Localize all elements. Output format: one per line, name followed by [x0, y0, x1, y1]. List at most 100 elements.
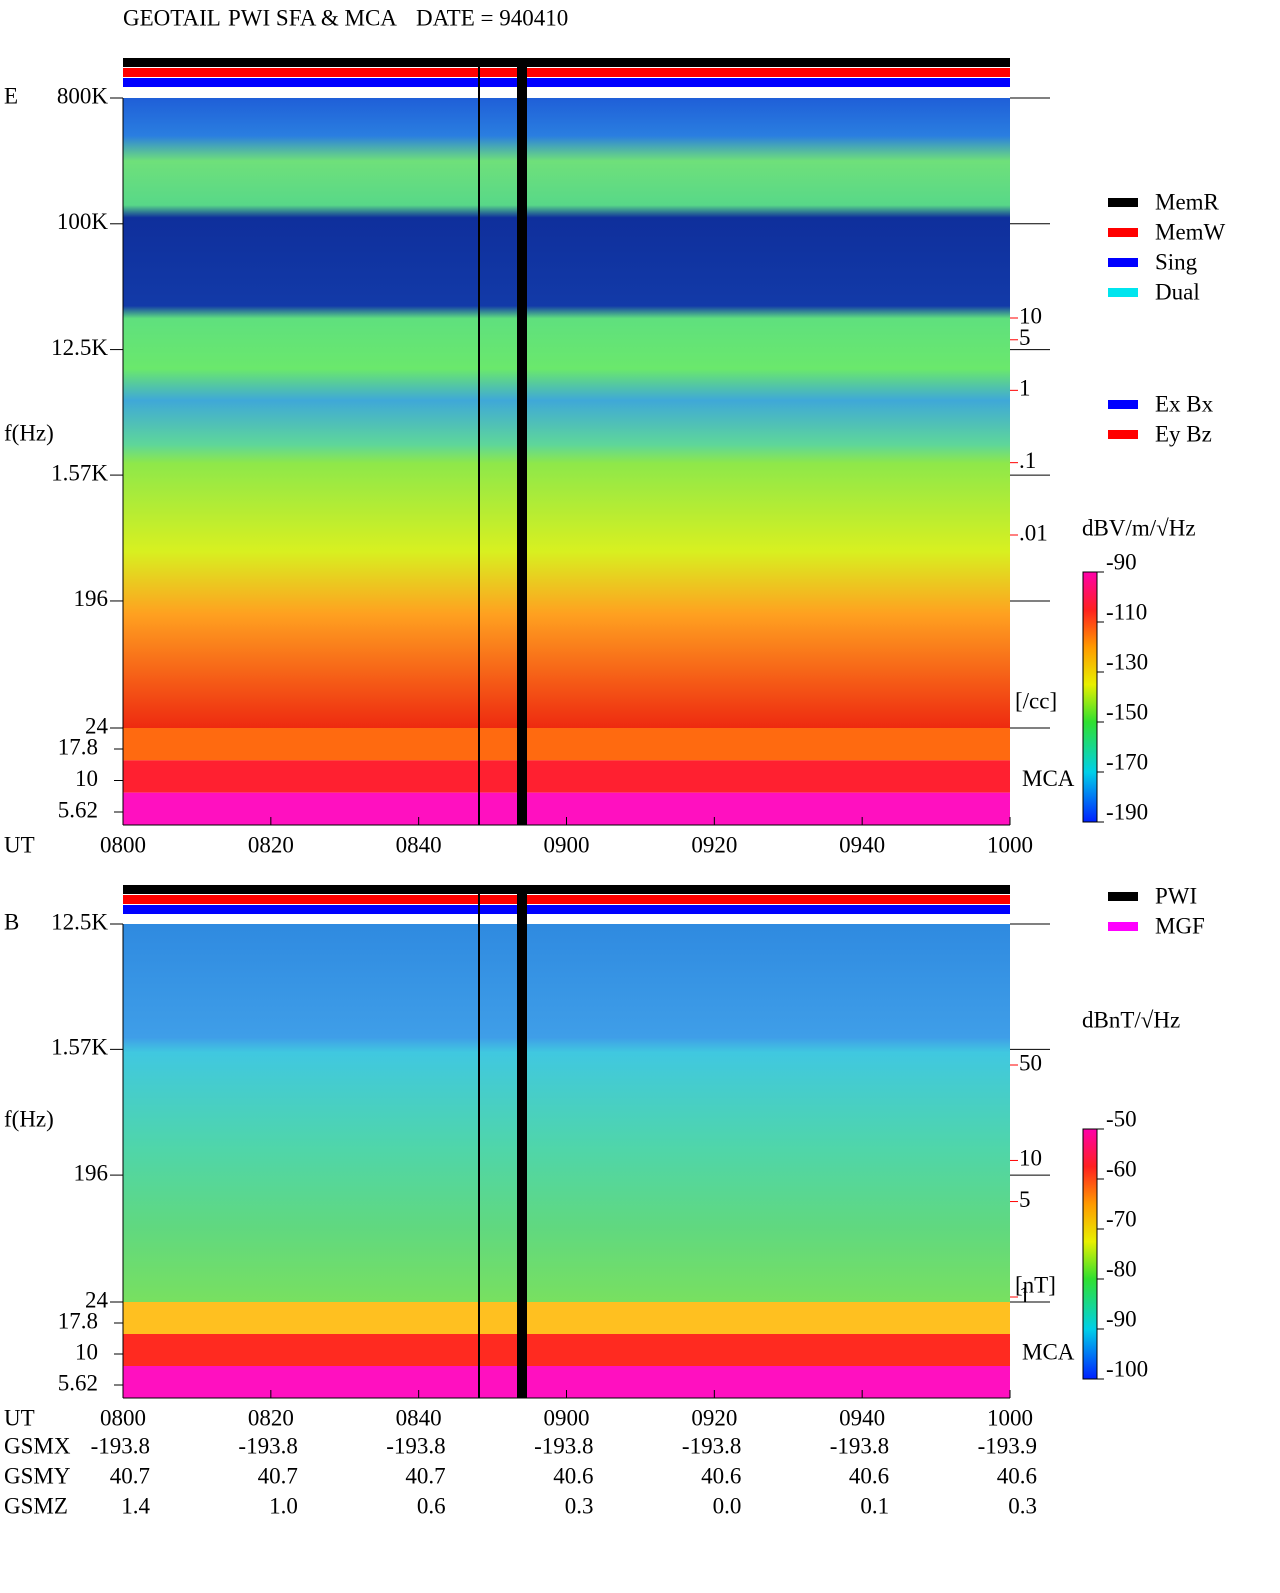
orbit-value: -193.8	[534, 1433, 593, 1458]
date: DATE = 940410	[416, 5, 568, 30]
x-label: UT	[4, 832, 35, 857]
x-tick-label: 0800	[100, 832, 146, 857]
y-tick-label: 24	[85, 713, 109, 738]
x-tick-label: 0840	[396, 1405, 442, 1430]
mca-band	[123, 1302, 1010, 1334]
colorbar-label: dBnT/√Hz	[1082, 1007, 1180, 1032]
legend-label: MemR	[1155, 189, 1220, 214]
y-tick-label: 800K	[57, 83, 109, 108]
colorbar-tick-label: -60	[1106, 1156, 1137, 1181]
legend-label: MemW	[1155, 219, 1226, 244]
component: B	[4, 909, 19, 934]
orbit-value: -193.8	[682, 1433, 741, 1458]
orbit-value: 40.7	[258, 1463, 298, 1488]
orbit-value: -193.8	[238, 1433, 297, 1458]
mca-tick-label: 17.8	[58, 734, 98, 759]
orbit-value: 0.3	[1008, 1493, 1037, 1518]
component: E	[4, 83, 18, 108]
y2-tick-label: 10	[1019, 303, 1042, 328]
orbit-value: 40.6	[553, 1463, 593, 1488]
x-label: UT	[4, 1405, 35, 1430]
colorbar-label: dBV/m/√Hz	[1082, 515, 1196, 540]
orbit-value: 0.3	[565, 1493, 594, 1518]
x-tick-label: 0820	[248, 832, 294, 857]
orbit-value: 1.0	[269, 1493, 298, 1518]
instrument: PWI SFA & MCA	[228, 5, 397, 30]
status-bar	[123, 895, 1010, 904]
mca-label: MCA	[1022, 1339, 1075, 1364]
colorbar-tick-label: -50	[1106, 1106, 1137, 1131]
colorbar-tick-label: -100	[1106, 1356, 1148, 1381]
spectrogram	[123, 924, 1010, 1302]
colorbar-tick-label: -110	[1106, 599, 1147, 624]
colorbar-tick-label: -190	[1106, 799, 1148, 824]
mca-band	[123, 1334, 1010, 1366]
orbit-value: -193.8	[91, 1433, 150, 1458]
y-tick-label: 24	[85, 1287, 109, 1312]
x-tick-label: 0900	[544, 1405, 590, 1430]
orbit-value: 0.1	[860, 1493, 889, 1518]
y-label: f(Hz)	[4, 1106, 54, 1131]
status-bar	[123, 58, 1010, 67]
y2-tick-label: 5	[1019, 325, 1031, 350]
y-label: f(Hz)	[4, 420, 54, 445]
y-tick-label: 100K	[57, 209, 109, 234]
mca-tick-label: 5.62	[58, 797, 98, 822]
colorbar-tick-label: -170	[1106, 749, 1148, 774]
y2-label: [/cc]	[1015, 688, 1057, 713]
status-bar	[123, 68, 1010, 77]
mission: GEOTAIL	[123, 5, 221, 30]
mca-tick-label: 10	[75, 766, 98, 791]
status-bar	[123, 78, 1010, 87]
x-tick-label: 1000	[987, 832, 1033, 857]
legend-label: MGF	[1155, 913, 1205, 938]
data-gap	[478, 58, 480, 825]
orbit-value: 40.6	[997, 1463, 1037, 1488]
mca-tick-label: 5.62	[58, 1370, 98, 1395]
orbit-label: GSMZ	[4, 1493, 68, 1518]
y-tick-label: 1.57K	[51, 460, 108, 485]
orbit-label: GSMY	[4, 1463, 71, 1488]
mca-tick-label: 17.8	[58, 1308, 98, 1333]
mca-tick-label: 10	[75, 1339, 98, 1364]
legend-swatch	[1108, 430, 1138, 439]
legend-label: Ey Bz	[1155, 421, 1212, 446]
orbit-value: 40.6	[849, 1463, 889, 1488]
colorbar-tick-label: -90	[1106, 1306, 1137, 1331]
orbit-value: 40.7	[405, 1463, 445, 1488]
x-tick-label: 0800	[100, 1405, 146, 1430]
legend-swatch	[1108, 228, 1138, 237]
orbit-value: 0.0	[713, 1493, 742, 1518]
y2-tick-label: 1	[1019, 1282, 1031, 1307]
orbit-value: 0.6	[417, 1493, 446, 1518]
y2-label: [nT]	[1015, 1272, 1056, 1297]
orbit-value: 40.6	[701, 1463, 741, 1488]
legend-swatch	[1108, 892, 1138, 901]
legend-swatch	[1108, 400, 1138, 409]
x-tick-label: 0920	[691, 832, 737, 857]
legend-swatch	[1108, 258, 1138, 267]
colorbar	[1082, 1128, 1098, 1380]
mca-band	[123, 760, 1010, 793]
y-tick-label: 12.5K	[51, 335, 108, 360]
legend-swatch	[1108, 922, 1138, 931]
colorbar-tick-label: -70	[1106, 1206, 1137, 1231]
x-tick-label: 0900	[544, 832, 590, 857]
legend-label: Dual	[1155, 279, 1200, 304]
x-tick-label: 1000	[987, 1405, 1033, 1430]
y2-tick-label: 50	[1019, 1050, 1042, 1075]
colorbar-tick-label: -130	[1106, 649, 1148, 674]
x-tick-label: 0820	[248, 1405, 294, 1430]
status-bar	[123, 905, 1010, 914]
legend-swatch	[1108, 288, 1138, 297]
status-bar	[123, 885, 1010, 894]
orbit-label: GSMX	[4, 1433, 71, 1458]
legend-swatch	[1108, 198, 1138, 207]
y-tick-label: 1.57K	[51, 1035, 108, 1060]
y2-tick-label: 1	[1019, 376, 1031, 401]
orbit-value: -193.9	[978, 1433, 1037, 1458]
mca-band	[123, 728, 1010, 761]
legend-label: Sing	[1155, 249, 1198, 274]
x-tick-label: 0920	[691, 1405, 737, 1430]
